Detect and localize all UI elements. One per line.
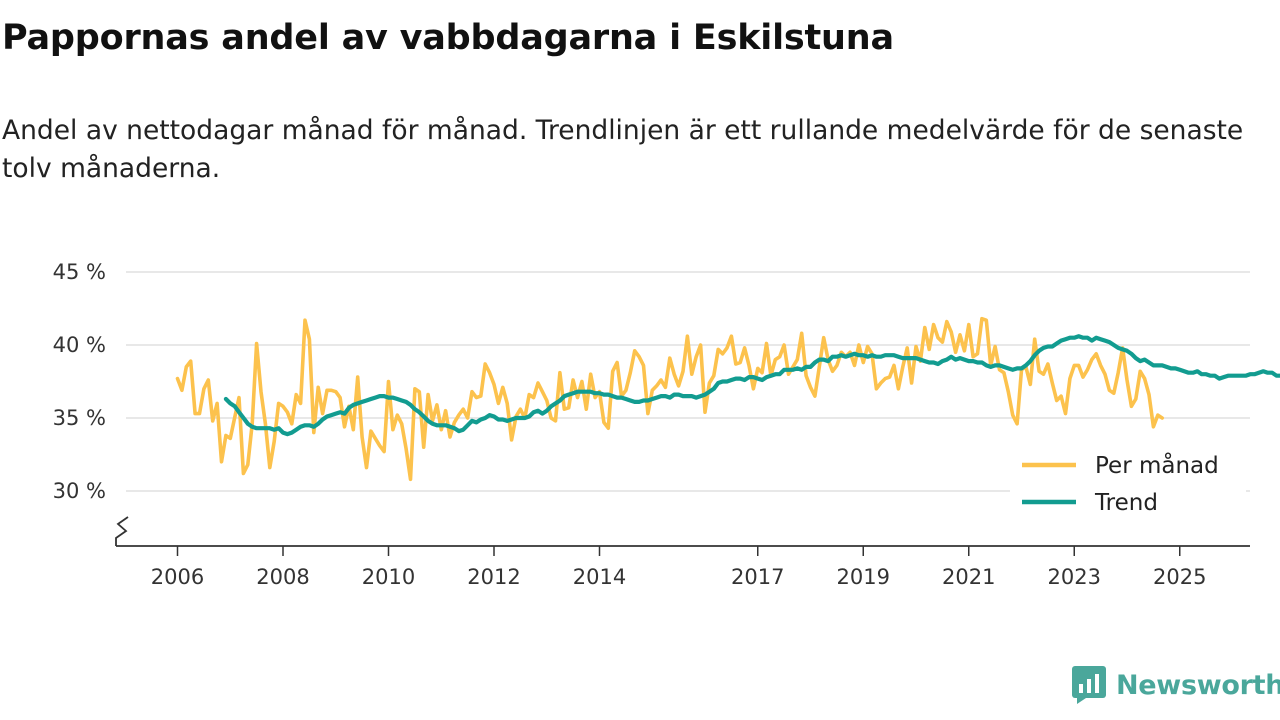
- y-tick-label: 30 %: [53, 479, 106, 503]
- y-axis-break-icon: [116, 517, 128, 546]
- newsworthy-logo-icon: [1072, 666, 1106, 704]
- logo-text: Newsworthy: [1116, 670, 1280, 701]
- x-tick-label: 2008: [256, 565, 309, 589]
- y-tick-label: 35 %: [53, 406, 106, 430]
- x-tick-label: 2017: [731, 565, 784, 589]
- legend-label: Trend: [1094, 490, 1158, 516]
- x-tick-label: 2014: [573, 565, 626, 589]
- x-tick-label: 2025: [1153, 565, 1206, 589]
- x-tick-label: 2012: [467, 565, 520, 589]
- y-axis-ticks: 30 % 35 % 40 % 45 %: [53, 260, 106, 503]
- y-tick-label: 45 %: [53, 260, 106, 284]
- y-tick-label: 40 %: [53, 333, 106, 357]
- newsworthy-logo: Newsworthy: [1072, 664, 1280, 706]
- x-axis-ticks: 2006 2008 2010 2012 2014 2017 2019 2021 2023 2025: [151, 546, 1207, 589]
- legend-label: Per månad: [1095, 451, 1219, 479]
- x-tick-label: 2021: [942, 565, 995, 589]
- legend: Per månad Trend: [1010, 446, 1246, 526]
- line-chart: 30 % 35 % 40 % 45 % 2006 2008 2010 2012 2014 201…: [0, 0, 1280, 720]
- x-tick-label: 2006: [151, 565, 204, 589]
- x-tick-label: 2023: [1048, 565, 1101, 589]
- x-tick-label: 2019: [837, 565, 890, 589]
- x-tick-label: 2010: [362, 565, 415, 589]
